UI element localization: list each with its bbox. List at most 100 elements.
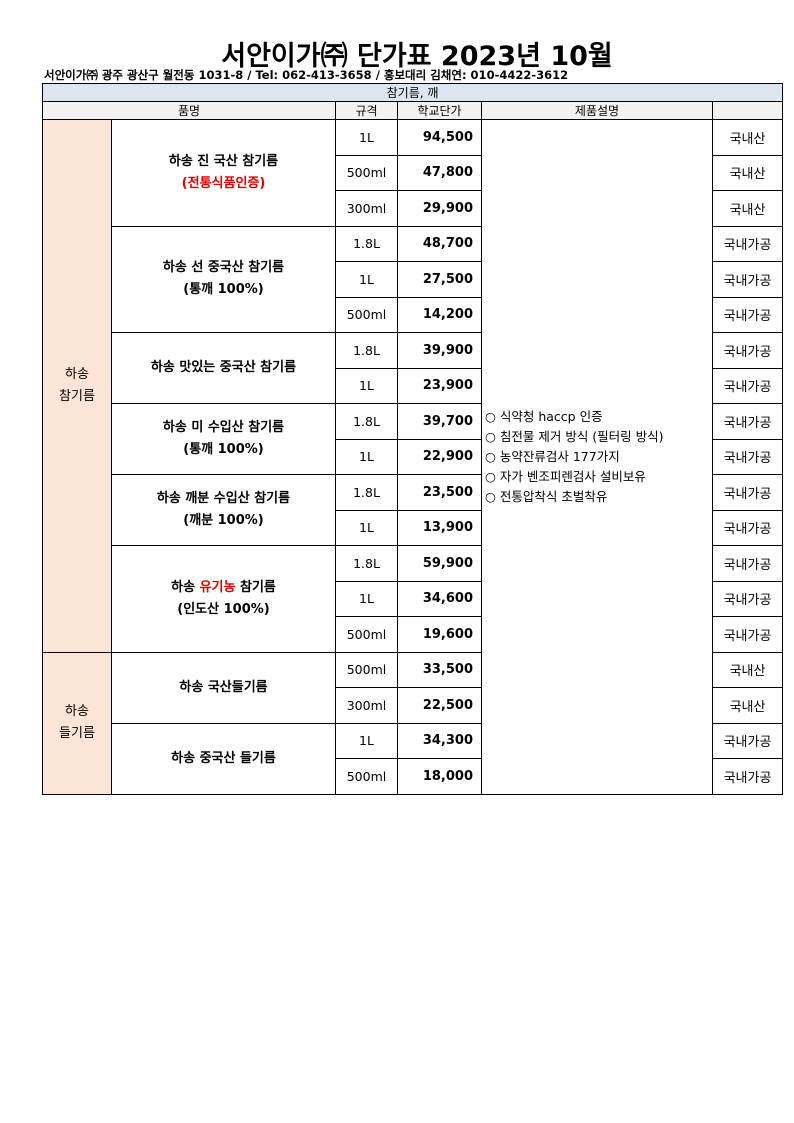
description-line: ○ 침전물 제거 방식 (필터링 방식)	[485, 428, 664, 444]
origin-cell: 국내산	[711, 651, 784, 688]
table-row: 500ml 19,600 국내가공	[43, 616, 784, 653]
spec-cell: 1.8L	[335, 545, 398, 582]
product-subtitle: (전통식품인증)	[113, 173, 335, 195]
product-name: 하송 국산들기름	[111, 651, 336, 724]
product-name: 하송 중국산 들기름	[111, 722, 336, 795]
table-row: 하송 들기름 하송 국산들기름 500ml 33,500 국내산	[42, 651, 784, 795]
product-subtitle-part: (인도산 100%)	[177, 601, 270, 617]
spec-cell: 1.8L	[335, 474, 398, 511]
description-line: ○ 농약잔류검사 177가지	[485, 448, 620, 464]
price-cell: 34,300	[397, 722, 482, 759]
price-cell: 33,500	[397, 651, 482, 688]
product-name-part: 하송 선 중국산 참기름	[162, 260, 285, 276]
origin-cell: 국내산	[711, 687, 784, 724]
product-name-line: 하송 유기농 참기름	[113, 577, 335, 599]
price-cell: 39,900	[397, 332, 482, 369]
origin-cell: 국내가공	[711, 296, 784, 333]
price-cell: 59,900	[397, 545, 482, 582]
product-name-part: 하송 미 수입산 참기름	[162, 420, 285, 435]
spec-cell: 500ml	[335, 758, 398, 795]
origin-cell: 국내가공	[711, 367, 784, 404]
product-subtitle-part: (깨분 100%)	[183, 513, 264, 528]
origin-cell: 국내가공	[711, 545, 784, 582]
product-name: 하송 유기농 참기름 (인도산 100%)	[111, 545, 336, 653]
price-cell: 29,900	[397, 190, 482, 227]
product-subtitle: (통깨 100%)	[113, 439, 335, 461]
product-name-line: 하송 진 국산 참기름	[113, 151, 335, 173]
price-cell: 22,900	[397, 438, 482, 475]
price-cell: 48,700	[397, 225, 482, 262]
price-cell: 13,900	[397, 509, 482, 546]
price-cell: 47,800	[397, 154, 482, 191]
group-label-line: 참기름	[59, 388, 95, 404]
origin-cell: 국내가공	[711, 509, 784, 546]
spec-cell: 500ml	[335, 154, 398, 191]
description-line: ○ 전통압착식 초벌착유	[485, 488, 608, 504]
group-label-line: 들기름	[59, 726, 95, 741]
product-name-part: 하송 진 국산 참기름	[168, 153, 279, 169]
origin-cell: 국내가공	[711, 474, 784, 511]
spec-cell: 1L	[335, 580, 398, 617]
group-label: 하송 들기름	[42, 651, 112, 795]
spec-cell: 1L	[335, 119, 398, 156]
company-info: 서안이가㈜ 광주 광산구 월전동 1031-8 / Tel: 062-413-3…	[44, 68, 569, 82]
group-label-line: 하송	[65, 366, 89, 382]
spec-cell: 1L	[335, 367, 398, 404]
spec-cell: 1.8L	[335, 403, 398, 440]
product-subtitle: (통깨 100%)	[113, 279, 335, 301]
table-row: 1L 13,900 국내가공	[43, 509, 784, 546]
product-name: 하송 맛있는 중국산 참기름	[111, 332, 336, 404]
spec-cell: 1L	[335, 438, 398, 475]
table-row: 하송 중국산 들기름 1L 34,300 국내가공	[43, 722, 784, 795]
spec-cell: 1L	[335, 509, 398, 546]
product-name-part: 하송 깨분 수입산 참기름	[156, 491, 291, 506]
table-row: 하송 깨분 수입산 참기름 (깨분 100%) 1.8L 23,500 국내가공	[43, 474, 784, 546]
product-subtitle: (인도산 100%)	[113, 599, 335, 621]
price-cell: 39,700	[397, 403, 482, 440]
origin-cell: 국내가공	[711, 580, 784, 617]
description-line: ○ 자가 벤조피렌검사 설비보유	[485, 468, 646, 484]
spec-cell: 1L	[335, 261, 398, 298]
price-table: 참기름, 깨 품명 규격 학교단가 제품설명 하송 참기름 하송 진 국산 참기름(…	[41, 83, 784, 795]
price-cell: 22,500	[397, 687, 482, 724]
origin-cell: 국내산	[711, 190, 784, 227]
product-name: 하송 진 국산 참기름 (전통식품인증)	[111, 119, 336, 227]
spec-cell: 300ml	[335, 190, 398, 227]
spec-cell: 1L	[335, 722, 398, 759]
origin-cell: 국내가공	[711, 616, 784, 653]
spec-cell: 500ml	[335, 616, 398, 653]
table-row: 하송 선 중국산 참기름 (통깨 100%) 1.8L 48,700 국내가공	[43, 225, 784, 333]
table-row: 하송 참기름 하송 진 국산 참기름 (전통식품인증) 1L 94,500 ○ 식약청 ha…	[42, 119, 784, 795]
origin-cell: 국내산	[711, 119, 784, 156]
origin-cell: 국내가공	[711, 403, 784, 440]
spec-cell: 500ml	[335, 296, 398, 333]
product-name-line: 하송 중국산 들기름	[113, 748, 335, 770]
product-name-part: 하송	[171, 579, 200, 595]
origin-cell: 국내산	[711, 154, 784, 191]
product-name-line: 하송 미 수입산 참기름	[113, 417, 335, 439]
table-category: 참기름, 깨	[41, 83, 784, 102]
product-name: 하송 미 수입산 참기름 (통깨 100%)	[111, 403, 336, 475]
origin-cell: 국내가공	[711, 438, 784, 475]
product-name-part: 참기름	[235, 579, 276, 595]
product-name: 하송 깨분 수입산 참기름 (깨분 100%)	[111, 474, 336, 546]
origin-cell: 국내가공	[711, 758, 784, 795]
origin-cell: 국내가공	[711, 332, 784, 369]
page-title: 서안이가㈜ 단가표 2023년 10월	[221, 41, 613, 72]
table-row: 500ml 18,000 국내가공	[43, 758, 784, 795]
product-subtitle: (깨분 100%)	[113, 510, 335, 532]
price-cell: 14,200	[397, 296, 482, 333]
product-name: 하송 선 중국산 참기름 (통깨 100%)	[111, 225, 336, 333]
product-subtitle-part: (통깨 100%)	[183, 442, 264, 457]
price-cell: 94,500	[397, 119, 482, 156]
table-row: 1L 27,500 국내가공	[43, 261, 784, 298]
product-name-part: 하송 중국산 들기름	[171, 750, 276, 766]
origin-cell: 국내가공	[711, 225, 784, 262]
price-cell: 18,000	[397, 758, 482, 795]
price-cell: 23,500	[397, 474, 482, 511]
header-price: 학교단가	[397, 101, 482, 120]
spec-cell: 500ml	[335, 651, 398, 688]
price-cell: 27,500	[397, 261, 482, 298]
